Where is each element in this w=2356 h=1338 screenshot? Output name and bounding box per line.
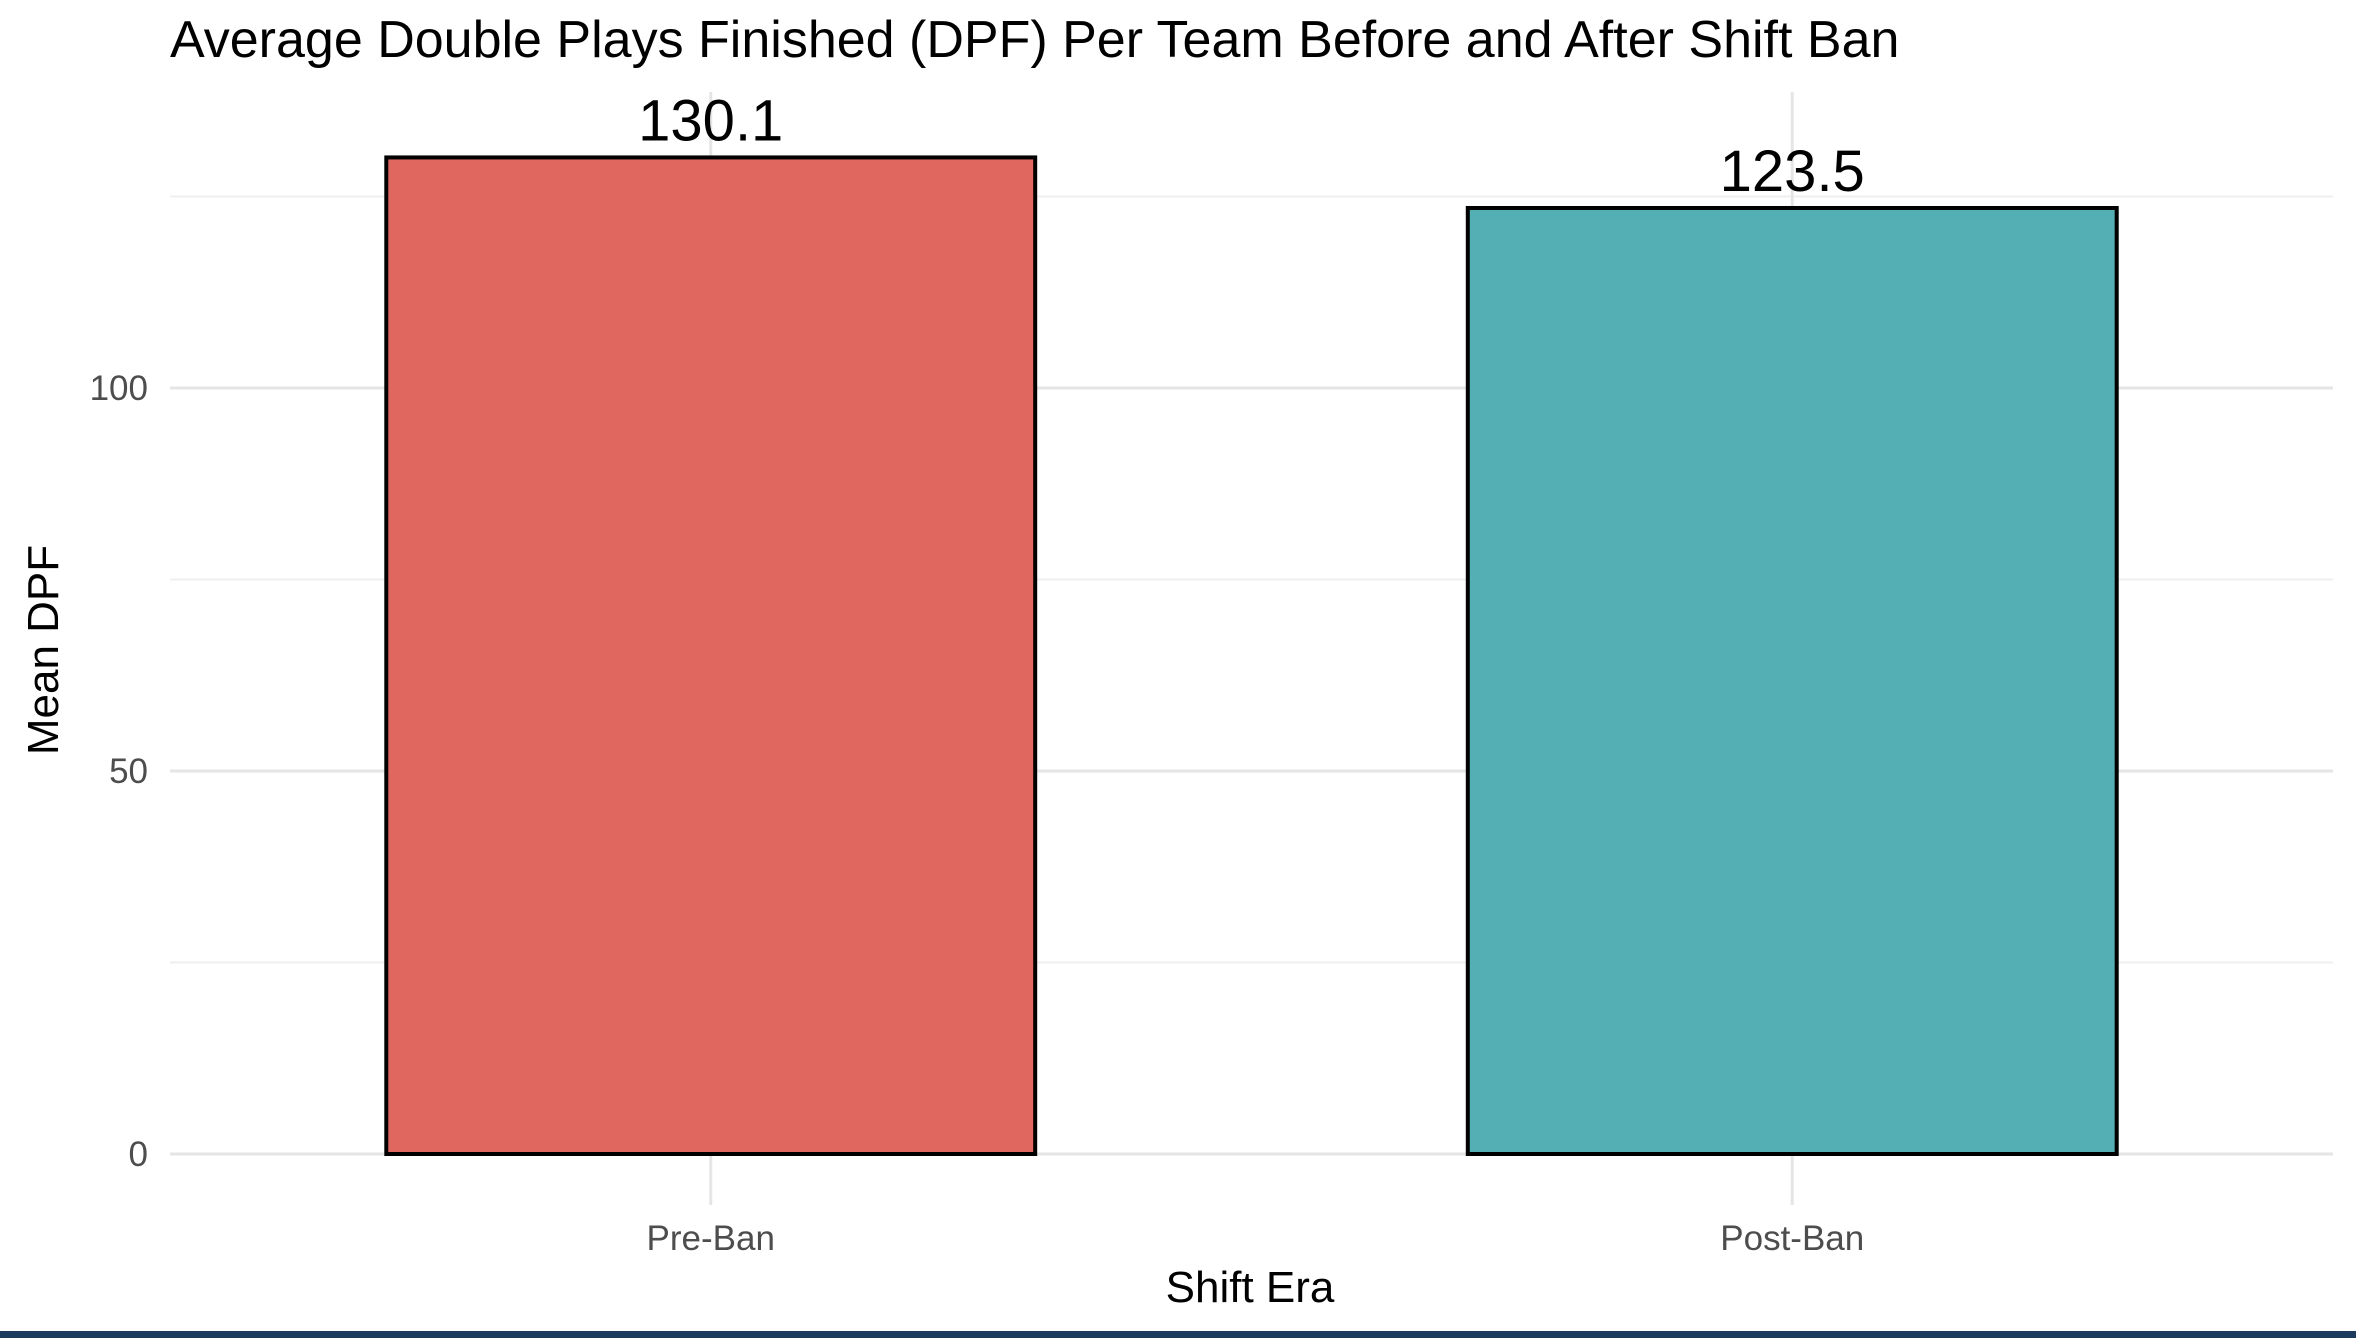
data-label: 123.5 xyxy=(1720,139,1865,204)
x-axis-ticks: Pre-Ban Post-Ban xyxy=(647,1219,1865,1258)
y-tick-label: 100 xyxy=(90,369,148,408)
y-tick-label: 0 xyxy=(129,1135,148,1174)
x-tick-label: Pre-Ban xyxy=(647,1219,775,1258)
data-labels: 130.1 123.5 xyxy=(638,88,1865,204)
bar-pre-ban xyxy=(384,155,1038,1156)
bottom-border-strip xyxy=(0,1331,2356,1338)
x-tick-label: Post-Ban xyxy=(1720,1219,1864,1258)
data-label: 130.1 xyxy=(638,88,783,153)
bar-post-ban xyxy=(1465,205,2119,1157)
x-axis-title: Shift Era xyxy=(1166,1263,1335,1312)
y-tick-label: 50 xyxy=(109,752,148,791)
chart-title: Average Double Plays Finished (DPF) Per … xyxy=(170,11,1899,69)
y-axis-title: Mean DPF xyxy=(19,545,68,755)
bars xyxy=(384,155,2119,1157)
y-axis-ticks: 0 50 100 xyxy=(90,369,148,1174)
